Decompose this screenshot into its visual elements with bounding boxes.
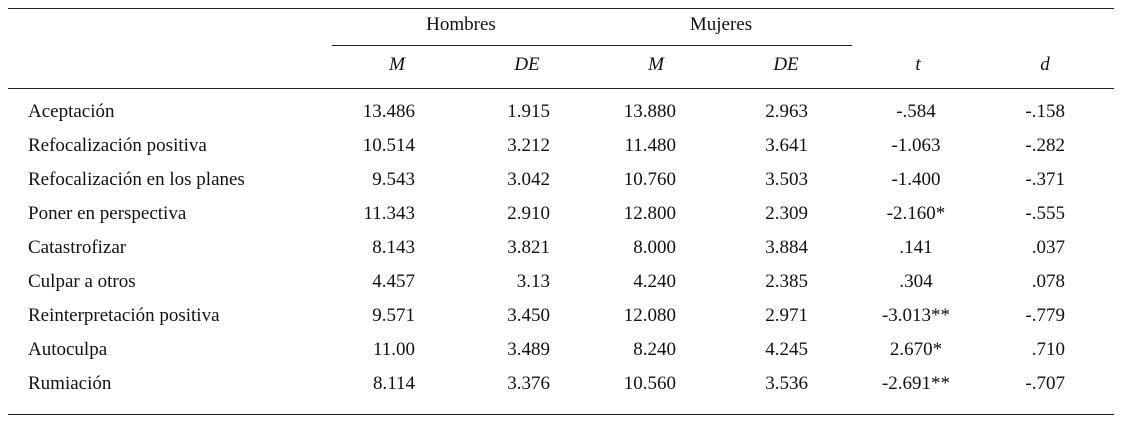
column-header: t [915,54,921,75]
cell-value: 4.240 [633,271,676,292]
cell-value: 3.489 [507,339,550,360]
cell-value: .304 [899,271,933,292]
column-header: d [1040,54,1050,75]
cell-value: -1.400 [891,169,941,190]
cell-value: 10.514 [362,135,415,156]
row-label: Reinterpretación positiva [28,305,220,326]
cell-value: 2.309 [765,203,808,224]
column-header: DE [514,54,540,75]
cell-value: -.707 [1025,373,1065,394]
column-header: M [389,54,405,75]
cell-value: 4.457 [372,271,415,292]
cell-value: 12.080 [623,305,676,326]
cell-value: -1.063 [891,135,941,156]
cell-value: 2.385 [765,271,808,292]
cell-value: 8.000 [633,237,676,258]
cell-value: 10.760 [623,169,676,190]
cell-value: 2.670* [889,339,943,360]
cell-value: 11.480 [624,135,676,156]
cell-value: 3.042 [507,169,550,190]
cell-value: 12.800 [623,203,676,224]
group-rule [332,45,852,46]
cell-value: 11.00 [372,339,415,360]
cell-value: 9.543 [372,169,415,190]
cell-value: -.555 [1025,203,1065,224]
top-rule [8,8,1114,9]
cell-value: -2.160* [886,203,946,224]
cell-value: 9.571 [372,305,415,326]
cell-value: 8.240 [633,339,676,360]
cell-value: 3.821 [507,237,550,258]
cell-value: 3.641 [765,135,808,156]
cell-value: 8.114 [372,373,415,394]
group-header: Hombres [426,14,496,35]
cell-value: 3.450 [507,305,550,326]
cell-value: 1.915 [507,101,550,122]
bottom-rule [8,414,1114,415]
cell-value: 2.910 [507,203,550,224]
cell-value: 3.884 [765,237,808,258]
cell-value: 3.376 [507,373,550,394]
cell-value: 13.880 [623,101,676,122]
cell-value: 3.13 [516,271,550,292]
cell-value: -2.691** [881,373,951,394]
cell-value: .141 [899,237,933,258]
cell-value: 13.486 [362,101,415,122]
column-header: DE [773,54,799,75]
cell-value: -.584 [896,101,936,122]
cell-value: .710 [1031,339,1065,360]
cell-value: .078 [1031,271,1065,292]
cell-value: .037 [1031,237,1065,258]
cell-value: -3.013** [881,305,951,326]
row-label: Rumiación [28,373,112,394]
group-header: Mujeres [689,14,753,35]
cell-value: -.371 [1025,169,1065,190]
row-label: Catastrofizar [28,237,127,258]
header-rule [8,88,1114,89]
row-label: Autoculpa [28,339,108,360]
cell-value: 2.963 [765,101,808,122]
cell-value: 2.971 [765,305,808,326]
cell-value: 3.536 [765,373,808,394]
row-label: Refocalización en los planes [28,169,245,190]
cell-value: 10.560 [623,373,676,394]
cell-value: 11.343 [363,203,415,224]
cell-value: -.282 [1025,135,1065,156]
cell-value: -.779 [1025,305,1065,326]
row-label: Refocalización positiva [28,135,207,156]
row-label: Culpar a otros [28,271,136,292]
cell-value: 3.503 [765,169,808,190]
row-label: Poner en perspectiva [28,203,187,224]
cell-value: 4.245 [765,339,808,360]
column-header: M [648,54,664,75]
row-label: Aceptación [28,101,115,122]
cell-value: -.158 [1025,101,1065,122]
cell-value: 3.212 [507,135,550,156]
cell-value: 8.143 [372,237,415,258]
